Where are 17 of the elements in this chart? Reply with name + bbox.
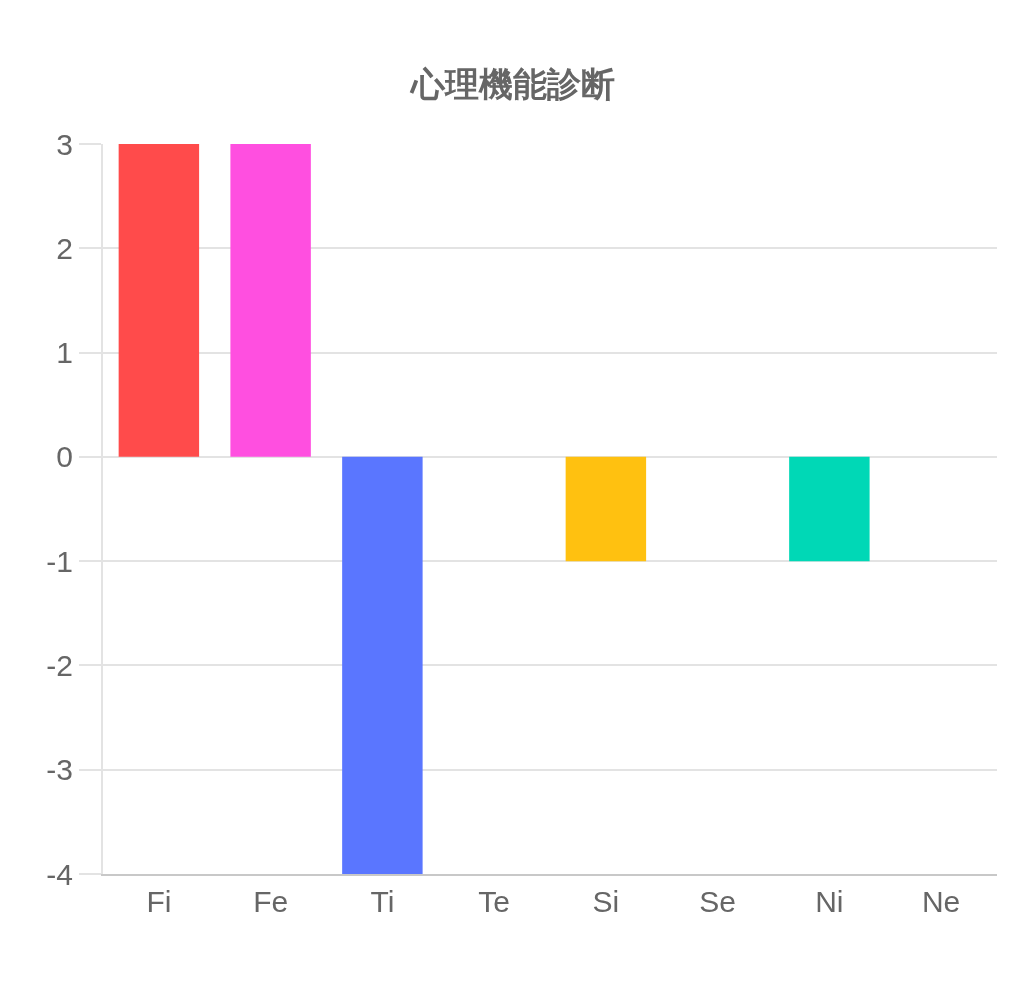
y-tick-label: 2: [56, 231, 73, 265]
chart-title: 心理機能診断: [409, 64, 615, 105]
y-tick-label: -1: [46, 544, 73, 578]
x-tick-label: Se: [699, 885, 736, 918]
y-tick-label: -2: [46, 648, 73, 682]
y-tick-label: 1: [56, 336, 73, 370]
y-tick-label: -3: [46, 753, 73, 787]
x-tick-label: Te: [478, 885, 510, 918]
x-tick-label: Ne: [921, 885, 961, 918]
x-tick-label: Ti: [370, 885, 395, 918]
x-tick-label: Ni: [815, 885, 844, 918]
x-tick-label: Fe: [253, 885, 289, 918]
x-tick-label: Fi: [146, 885, 172, 918]
y-tick-label: 3: [56, 127, 73, 161]
y-tick-label: 0: [56, 440, 73, 474]
x-tick-label: Si: [592, 885, 620, 918]
y-tick-label: -4: [46, 857, 73, 891]
